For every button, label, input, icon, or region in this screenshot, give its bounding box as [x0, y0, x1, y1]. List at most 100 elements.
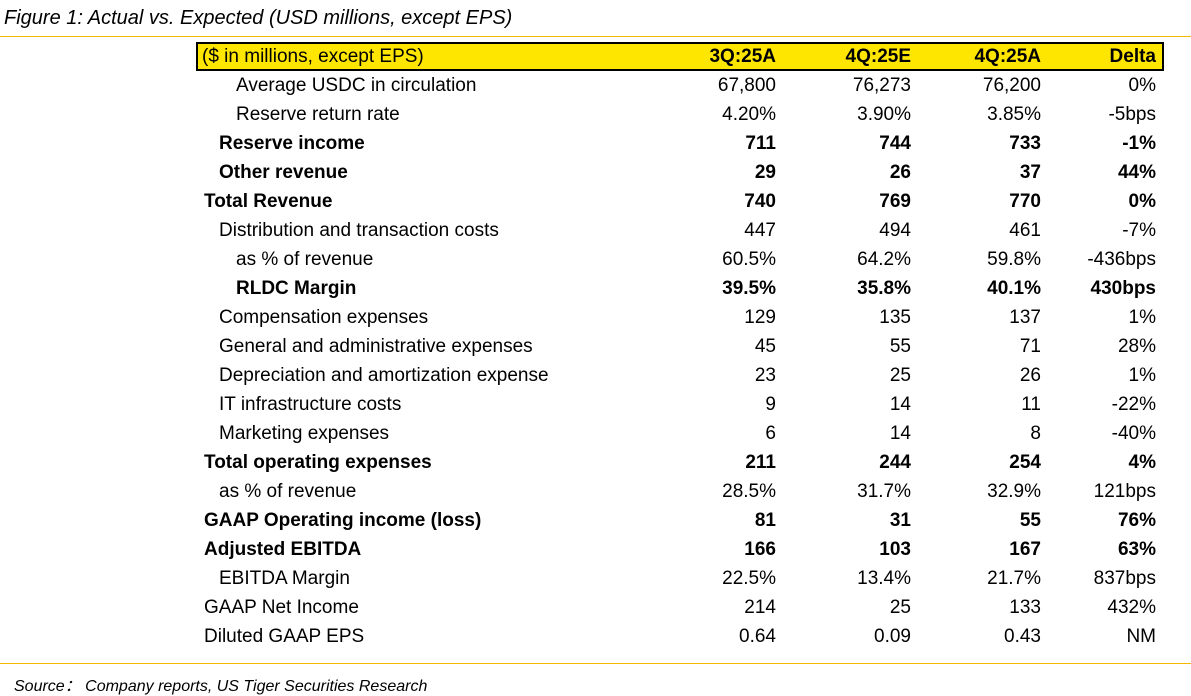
cell-4q25a: 137 — [1009, 307, 1041, 328]
table-row: Other revenue 29 26 37 44% — [196, 158, 1164, 187]
row-label: Average USDC in circulation — [236, 75, 477, 96]
row-label: IT infrastructure costs — [219, 394, 402, 415]
bottom-rule — [0, 663, 1191, 664]
row-label: GAAP Net Income — [204, 597, 359, 618]
cell-delta: 430bps — [1090, 278, 1156, 299]
cell-3q25a: 447 — [744, 220, 776, 241]
cell-4q25a: 71 — [1019, 336, 1041, 357]
cell-4q25a: 76,200 — [982, 75, 1041, 96]
cell-delta: -436bps — [1087, 249, 1156, 270]
cell-4q25a: 40.1% — [987, 278, 1041, 299]
table-row: Total Revenue 740 769 770 0% — [196, 187, 1164, 216]
cell-4q25e: 3.90% — [857, 104, 911, 125]
cell-3q25a: 6 — [765, 423, 776, 444]
row-label: Total Revenue — [204, 191, 333, 212]
table-row: Diluted GAAP EPS 0.64 0.09 0.43 NM — [196, 622, 1164, 651]
cell-4q25e: 55 — [889, 336, 911, 357]
table-header-row: ($ in millions, except EPS) 3Q:25A 4Q:25… — [196, 42, 1164, 71]
table-row: General and administrative expenses 45 5… — [196, 332, 1164, 361]
header-4q25e: 4Q:25E — [845, 46, 911, 67]
cell-3q25a: 129 — [744, 307, 776, 328]
row-label: Diluted GAAP EPS — [204, 626, 365, 647]
cell-delta: -40% — [1111, 423, 1156, 444]
cell-4q25e: 25 — [889, 365, 911, 386]
cell-3q25a: 60.5% — [722, 249, 776, 270]
row-label: Reserve income — [219, 133, 365, 154]
cell-delta: -5bps — [1108, 104, 1156, 125]
header-4q25a: 4Q:25A — [974, 46, 1041, 67]
cell-4q25a: 733 — [1009, 133, 1041, 154]
row-label: GAAP Operating income (loss) — [204, 510, 482, 531]
table-row: GAAP Net Income 214 25 133 432% — [196, 593, 1164, 622]
cell-3q25a: 0.64 — [739, 626, 776, 647]
cell-4q25a: 133 — [1009, 597, 1041, 618]
cell-delta: 44% — [1117, 162, 1156, 183]
cell-delta: 76% — [1117, 510, 1156, 531]
row-label: as % of revenue — [219, 481, 357, 502]
cell-delta: -1% — [1122, 133, 1156, 154]
cell-3q25a: 45 — [754, 336, 776, 357]
cell-delta: 4% — [1128, 452, 1156, 473]
cell-3q25a: 22.5% — [722, 568, 776, 589]
row-label: General and administrative expenses — [219, 336, 533, 357]
row-label: Marketing expenses — [219, 423, 390, 444]
source-note: Source： Company reports, US Tiger Securi… — [14, 678, 428, 695]
cell-4q25e: 25 — [889, 597, 911, 618]
cell-3q25a: 29 — [754, 162, 776, 183]
cell-4q25a: 26 — [1019, 365, 1041, 386]
row-label: Other revenue — [219, 162, 348, 183]
cell-4q25e: 0.09 — [874, 626, 911, 647]
cell-4q25e: 76,273 — [852, 75, 911, 96]
financial-table: ($ in millions, except EPS) 3Q:25A 4Q:25… — [196, 42, 1164, 651]
cell-4q25a: 32.9% — [987, 481, 1041, 502]
cell-3q25a: 211 — [745, 452, 776, 473]
table-row: GAAP Operating income (loss) 81 31 55 76… — [196, 506, 1164, 535]
table-row: Adjusted EBITDA 166 103 167 63% — [196, 535, 1164, 564]
table-row: as % of revenue 28.5% 31.7% 32.9% 121bps — [196, 477, 1164, 506]
cell-4q25a: 3.85% — [987, 104, 1041, 125]
cell-4q25e: 769 — [879, 191, 911, 212]
table-row: Distribution and transaction costs 447 4… — [196, 216, 1164, 245]
row-label: EBITDA Margin — [219, 568, 350, 589]
cell-delta: 1% — [1128, 307, 1156, 328]
table-row: RLDC Margin 39.5% 35.8% 40.1% 430bps — [196, 274, 1164, 303]
cell-delta: -22% — [1111, 394, 1156, 415]
cell-4q25e: 744 — [879, 133, 911, 154]
table-row: Marketing expenses 6 14 8 -40% — [196, 419, 1164, 448]
table-row: Compensation expenses 129 135 137 1% — [196, 303, 1164, 332]
cell-delta: -7% — [1122, 220, 1156, 241]
table-row: EBITDA Margin 22.5% 13.4% 21.7% 837bps — [196, 564, 1164, 593]
cell-3q25a: 9 — [765, 394, 776, 415]
cell-4q25a: 0.43 — [1004, 626, 1041, 647]
cell-4q25e: 135 — [879, 307, 911, 328]
cell-4q25e: 26 — [889, 162, 911, 183]
cell-4q25e: 494 — [879, 220, 911, 241]
cell-4q25a: 21.7% — [987, 568, 1041, 589]
figure-title: Figure 1: Actual vs. Expected (USD milli… — [4, 7, 513, 29]
cell-delta: 432% — [1107, 597, 1156, 618]
cell-3q25a: 39.5% — [722, 278, 776, 299]
cell-4q25a: 11 — [1021, 394, 1041, 415]
table-row: Reserve income 711 744 733 -1% — [196, 129, 1164, 158]
cell-4q25e: 103 — [879, 539, 911, 560]
cell-4q25a: 59.8% — [987, 249, 1041, 270]
cell-3q25a: 4.20% — [722, 104, 776, 125]
cell-3q25a: 711 — [745, 133, 776, 154]
cell-4q25a: 254 — [1009, 452, 1041, 473]
cell-4q25e: 13.4% — [857, 568, 911, 589]
cell-4q25e: 64.2% — [857, 249, 911, 270]
cell-delta: 121bps — [1093, 481, 1156, 502]
cell-4q25a: 770 — [1009, 191, 1041, 212]
cell-4q25a: 8 — [1030, 423, 1041, 444]
row-label: Adjusted EBITDA — [204, 539, 362, 560]
cell-4q25a: 167 — [1009, 539, 1041, 560]
row-label: RLDC Margin — [236, 278, 357, 299]
table-row: Average USDC in circulation 67,800 76,27… — [196, 71, 1164, 100]
table-row: IT infrastructure costs 9 14 11 -22% — [196, 390, 1164, 419]
row-label: as % of revenue — [236, 249, 374, 270]
cell-4q25a: 55 — [1019, 510, 1041, 531]
row-label: Depreciation and amortization expense — [219, 365, 549, 386]
cell-4q25a: 37 — [1019, 162, 1041, 183]
row-label: Compensation expenses — [219, 307, 429, 328]
cell-delta: 1% — [1128, 365, 1156, 386]
